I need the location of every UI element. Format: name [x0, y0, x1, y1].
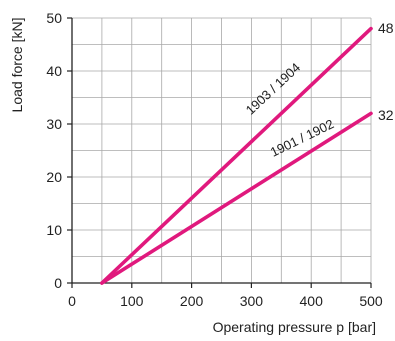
y-tick-label: 50 — [46, 10, 62, 26]
y-tick-label: 20 — [46, 169, 62, 185]
series-label-1901-1902: 1901 / 1902 — [268, 116, 336, 160]
grid — [72, 17, 372, 283]
x-tick-label: 400 — [300, 293, 324, 309]
y-tick-label: 40 — [46, 63, 62, 79]
axes — [67, 17, 372, 288]
x-tick-label: 100 — [120, 293, 144, 309]
series-line-1 — [100, 111, 373, 285]
x-tick-label: 0 — [68, 293, 76, 309]
series-line-0 — [100, 26, 373, 285]
x-tick-label: 500 — [359, 293, 383, 309]
y-tick-label: 10 — [46, 222, 62, 238]
end-value-label-48: 48 — [378, 20, 394, 36]
y-tick-label: 0 — [54, 275, 62, 291]
x-axis-title: Operating pressure p [bar] — [213, 319, 376, 335]
x-tick-label: 200 — [180, 293, 204, 309]
y-axis-title: Load force [kN] — [9, 18, 25, 113]
series-lines — [100, 26, 373, 285]
x-tick-label: 300 — [240, 293, 264, 309]
end-value-label-32: 32 — [378, 107, 394, 123]
y-tick-label: 30 — [46, 116, 62, 132]
